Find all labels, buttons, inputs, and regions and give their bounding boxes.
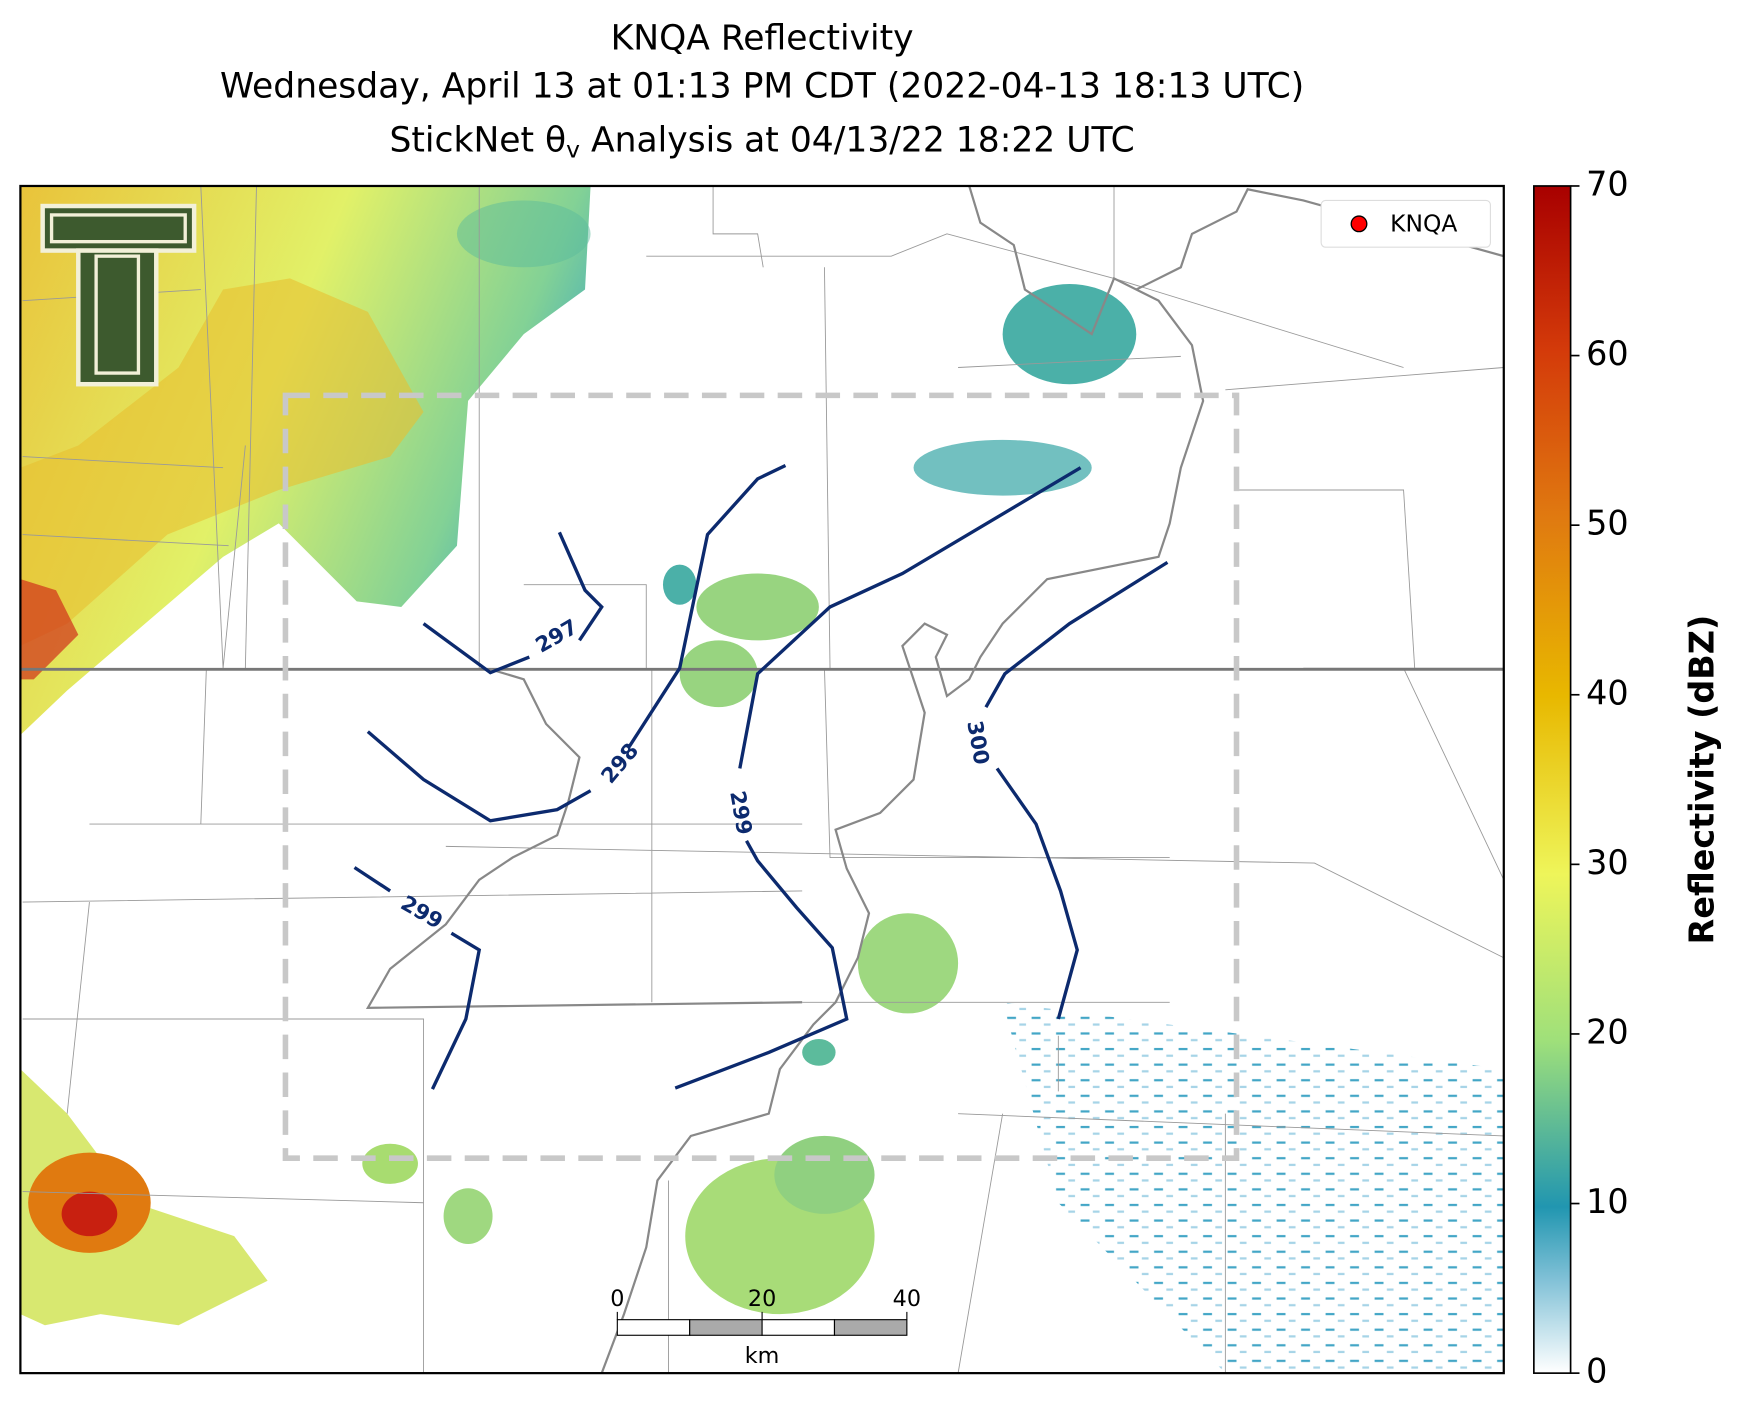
- title-part: Analysis at 04/13/22 18:22 UTC: [580, 120, 1135, 160]
- analysis-domain: [282, 392, 1240, 1161]
- colorbar-tick-label: 50: [1586, 504, 1629, 543]
- radar-echo: [20, 1069, 268, 1326]
- colorbar-tick-label: 60: [1586, 334, 1629, 373]
- colorbar-ramp: [1533, 185, 1572, 1374]
- radar-echo: [20, 579, 79, 680]
- scale-tick-label: 40: [893, 1286, 921, 1312]
- colorbar-label: Reflectivity (dBZ): [1683, 615, 1722, 945]
- title-part: StickNet θ: [389, 120, 566, 160]
- colorbar-tick-label: 0: [1586, 1352, 1607, 1391]
- radar-echo: [362, 1143, 418, 1184]
- legend-box: [1320, 199, 1491, 248]
- radar-echo: [802, 1039, 836, 1066]
- scale-tick-label: 20: [748, 1286, 776, 1312]
- radar-echo: [443, 1188, 493, 1244]
- legend: KNQA: [1320, 199, 1491, 248]
- contour-label: 299: [397, 890, 448, 934]
- colorbar-tick-label: 30: [1586, 843, 1629, 882]
- radar-echo: [679, 640, 758, 708]
- map-frame: [19, 184, 1505, 1375]
- radar-echo: [20, 278, 424, 646]
- scale-unit: km: [745, 1343, 780, 1369]
- title-sub: v: [566, 135, 580, 163]
- radar-echo: [456, 200, 591, 268]
- legend-marker: [1350, 215, 1368, 233]
- contour-label: 297: [531, 614, 582, 658]
- contour-label: 300: [962, 719, 994, 767]
- map: [20, 185, 1504, 1374]
- legend-label: KNQA: [1390, 209, 1457, 237]
- colorbar: Reflectivity (dBZ) 0 10 20 30 40 50 60 70: [1533, 164, 1722, 1391]
- title-line: KNQA Reflectivity: [611, 19, 914, 59]
- contour-label: 299: [725, 789, 757, 837]
- colorbar-tick-label: 20: [1586, 1012, 1629, 1051]
- title-line: StickNet θv Analysis at 04/13/22 18:22 U…: [389, 120, 1134, 163]
- radar-echo: [774, 1135, 875, 1214]
- colorbar-tick-label: 10: [1586, 1182, 1629, 1221]
- logo: [40, 203, 197, 387]
- radar-echo: [1002, 283, 1137, 385]
- colorbar-tick-label: 40: [1586, 673, 1629, 712]
- radar-echo: [696, 573, 819, 641]
- contours: 297 298 299 299 300: [353, 464, 1169, 1090]
- scale-tick-label: 0: [610, 1286, 624, 1312]
- radar-echo: [857, 913, 959, 1014]
- colorbar-tick-label: 70: [1586, 164, 1629, 203]
- contour-label: 298: [596, 738, 644, 788]
- radar-echo: [61, 1191, 118, 1237]
- scale-bar: km 0 20 40: [610, 1286, 921, 1369]
- radar-echo: [662, 564, 697, 605]
- radar-echo: [913, 439, 1092, 496]
- title-line: Wednesday, April 13 at 01:13 PM CDT (202…: [220, 66, 1304, 106]
- radar-echo: [1002, 1002, 1504, 1374]
